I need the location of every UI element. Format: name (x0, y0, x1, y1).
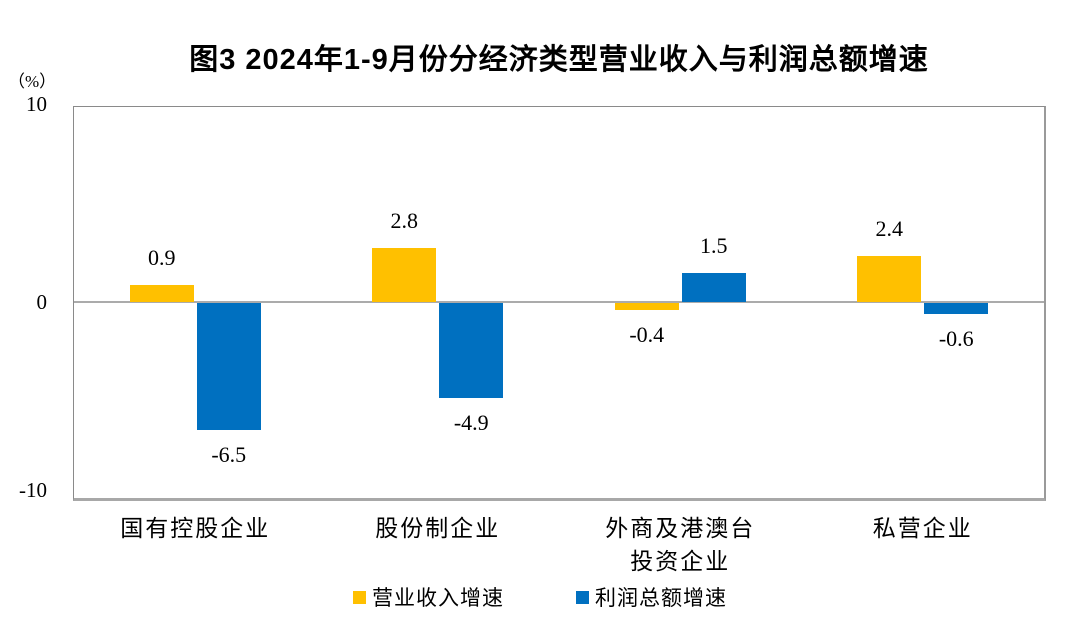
x-axis-label-0: 国有控股企业 (120, 516, 271, 541)
bar-revenue-2 (614, 302, 679, 311)
bar-profit-2 (681, 273, 746, 303)
legend-swatch-profit (576, 590, 589, 604)
chart-title: 图3 2024年1-9月份分经济类型营业收入与利润总额增速 (189, 44, 929, 76)
y-axis-unit-label: （%） (8, 72, 57, 91)
legend-label-profit: 利润总额增速 (595, 586, 727, 610)
x-axis-labels: 国有控股企业 股份制企业 外商及港澳台 投资企业 私营企业 (74, 512, 1044, 578)
bar-value-label-revenue-3: 2.4 (875, 215, 904, 241)
legend: 营业收入增速 利润总额增速 (0, 582, 1080, 612)
x-axis-label-3: 私营企业 (872, 516, 973, 541)
y-tick-0: 0 (36, 290, 48, 314)
plot-area: 0.9 -6.5 2.8 -4.9 -0.4 1.5 2.4 -0.6 (73, 106, 1046, 501)
bar-profit-1 (439, 302, 504, 399)
legend-item-revenue: 营业收入增速 (353, 582, 504, 612)
bar-value-label-profit-0: -6.5 (211, 441, 247, 467)
legend-swatch-revenue (353, 590, 366, 604)
bar-value-label-profit-2: 1.5 (700, 233, 728, 259)
bar-revenue-3 (857, 255, 922, 303)
bar-revenue-0 (129, 284, 194, 303)
x-axis-label-2: 外商及港澳台 投资企业 (605, 516, 756, 574)
bar-value-label-profit-3: -0.6 (938, 326, 974, 352)
bar-revenue-1 (372, 247, 437, 303)
bar-value-label-profit-1: -4.9 (453, 410, 489, 436)
bar-value-label-revenue-2: -0.4 (629, 322, 665, 348)
bar-value-label-revenue-0: 0.9 (148, 244, 176, 270)
legend-item-profit: 利润总额增速 (576, 582, 727, 612)
legend-label-revenue: 营业收入增速 (372, 586, 504, 610)
x-axis-label-1: 股份制企业 (375, 516, 501, 541)
y-tick-10: 10 (26, 92, 47, 116)
bar-value-label-revenue-1: 2.8 (390, 207, 419, 233)
bar-profit-3 (924, 302, 989, 315)
zero-gridline (74, 301, 1044, 303)
y-tick-neg-10: -10 (19, 478, 47, 502)
bar-profit-0 (196, 302, 261, 430)
